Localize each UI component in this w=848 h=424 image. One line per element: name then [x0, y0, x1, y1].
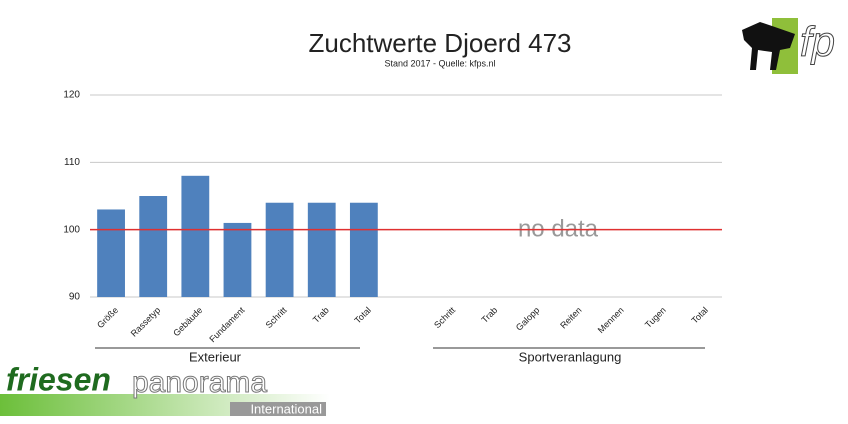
branding: friesen panorama International: [0, 361, 330, 416]
brand-name-light: panorama: [132, 366, 267, 399]
bar: [349, 202, 378, 297]
brand-tag-bg: [230, 402, 326, 416]
bar: [307, 202, 336, 297]
annotation: no data: [518, 215, 599, 242]
x-tick-label: Reiten: [558, 305, 583, 330]
x-tick-label: Tugen: [643, 305, 668, 330]
bar: [139, 196, 168, 297]
group-label: Sportveranlagung: [519, 349, 622, 364]
brand-tagline: International: [250, 401, 322, 416]
logo: fp: [742, 18, 836, 74]
bar: [265, 202, 294, 297]
x-tick-label: Total: [690, 305, 711, 326]
y-tick-label: 90: [69, 292, 81, 303]
x-tick-label: Fundament: [207, 305, 247, 345]
x-tick-label: Total: [352, 305, 373, 326]
x-tick-label: Trab: [479, 305, 499, 325]
y-tick-label: 120: [63, 90, 80, 101]
y-tick-label: 100: [63, 224, 80, 235]
y-tick-label: 110: [64, 157, 80, 168]
logo-text: fp: [800, 18, 835, 65]
bar: [223, 222, 252, 297]
bar: [181, 175, 210, 297]
x-tick-label: Gebäude: [171, 305, 204, 338]
x-tick-label: Rassetyp: [129, 305, 163, 339]
logo-horse: [742, 22, 795, 70]
brand-name: friesen: [6, 361, 111, 397]
x-tick-label: Galopp: [514, 305, 542, 333]
chart-title: Zuchtwerte Djoerd 473: [308, 28, 571, 58]
group-label: Exterieur: [189, 349, 242, 364]
x-tick-label: Mennen: [596, 305, 626, 335]
x-tick-label: Trab: [311, 305, 331, 325]
x-tick-label: Größe: [95, 305, 120, 330]
x-tick-label: Schritt: [264, 305, 289, 330]
x-tick-label: Schritt: [432, 305, 457, 330]
bar: [97, 209, 125, 297]
chart-subtitle: Stand 2017 - Quelle: kfps.nl: [384, 58, 495, 68]
